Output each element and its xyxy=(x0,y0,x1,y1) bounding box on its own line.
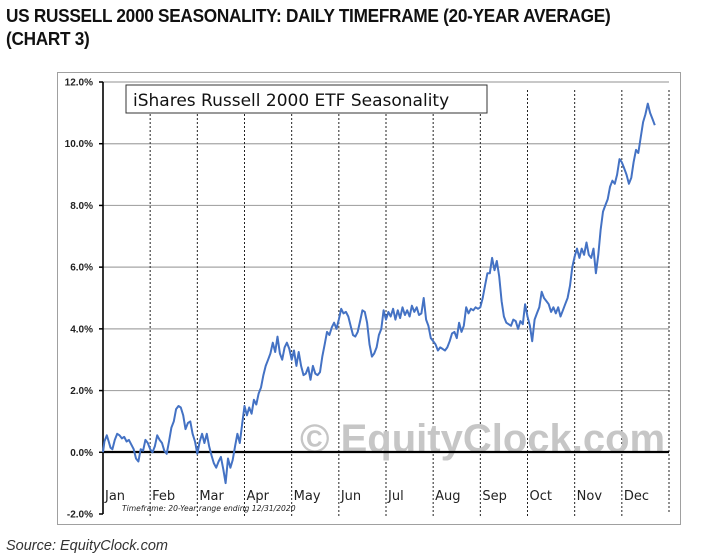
y-tick-label: 8.0% xyxy=(70,201,93,212)
watermark: © EquityClock.com xyxy=(300,417,665,461)
page-title: US RUSSELL 2000 SEASONALITY: DAILY TIMEF… xyxy=(6,4,671,50)
month-label-jul: Jul xyxy=(387,489,404,504)
month-label-aug: Aug xyxy=(435,489,460,504)
month-label-may: May xyxy=(294,489,321,504)
month-label-dec: Dec xyxy=(624,489,649,504)
month-label-sep: Sep xyxy=(482,489,507,504)
month-label-mar: Mar xyxy=(199,489,224,504)
month-label-feb: Feb xyxy=(152,489,175,504)
y-tick-label: -2.0% xyxy=(67,510,93,521)
y-tick-label: 0.0% xyxy=(70,448,93,459)
month-label-apr: Apr xyxy=(247,489,270,504)
chart-frame xyxy=(57,72,681,525)
y-tick-label: 10.0% xyxy=(65,139,93,150)
horizontal-gridlines xyxy=(103,81,669,392)
seasonality-line xyxy=(102,102,656,485)
chart-title-box xyxy=(125,84,488,114)
y-tick-label: 2.0% xyxy=(70,386,93,397)
source-caption: Source: EquityClock.com xyxy=(6,538,168,554)
y-tick-label: 12.0% xyxy=(65,78,93,89)
page-title-line2: (CHART 3) xyxy=(6,28,90,49)
month-label-nov: Nov xyxy=(577,489,603,504)
month-label-oct: Oct xyxy=(530,489,552,504)
chart-title: iShares Russell 2000 ETF Seasonality xyxy=(133,91,449,111)
month-label-jan: Jan xyxy=(104,489,125,504)
page-title-line1: US RUSSELL 2000 SEASONALITY: DAILY TIMEF… xyxy=(6,5,611,26)
timeframe-note: Timeframe: 20-Year range ending 12/31/20… xyxy=(122,504,296,513)
y-tick-label: 6.0% xyxy=(70,263,93,274)
month-label-jun: Jun xyxy=(340,489,361,504)
y-axis-ticks: 12.0% 10.0% 8.0% 6.0% 4.0% 2.0% 0.0% -2.0% xyxy=(65,78,103,521)
y-tick-label: 4.0% xyxy=(70,324,93,335)
x-axis-month-labels: Jan Feb Mar Apr May Jun Jul Aug Sep Oct Nov Dec xyxy=(104,489,649,504)
month-dividers xyxy=(149,90,670,516)
